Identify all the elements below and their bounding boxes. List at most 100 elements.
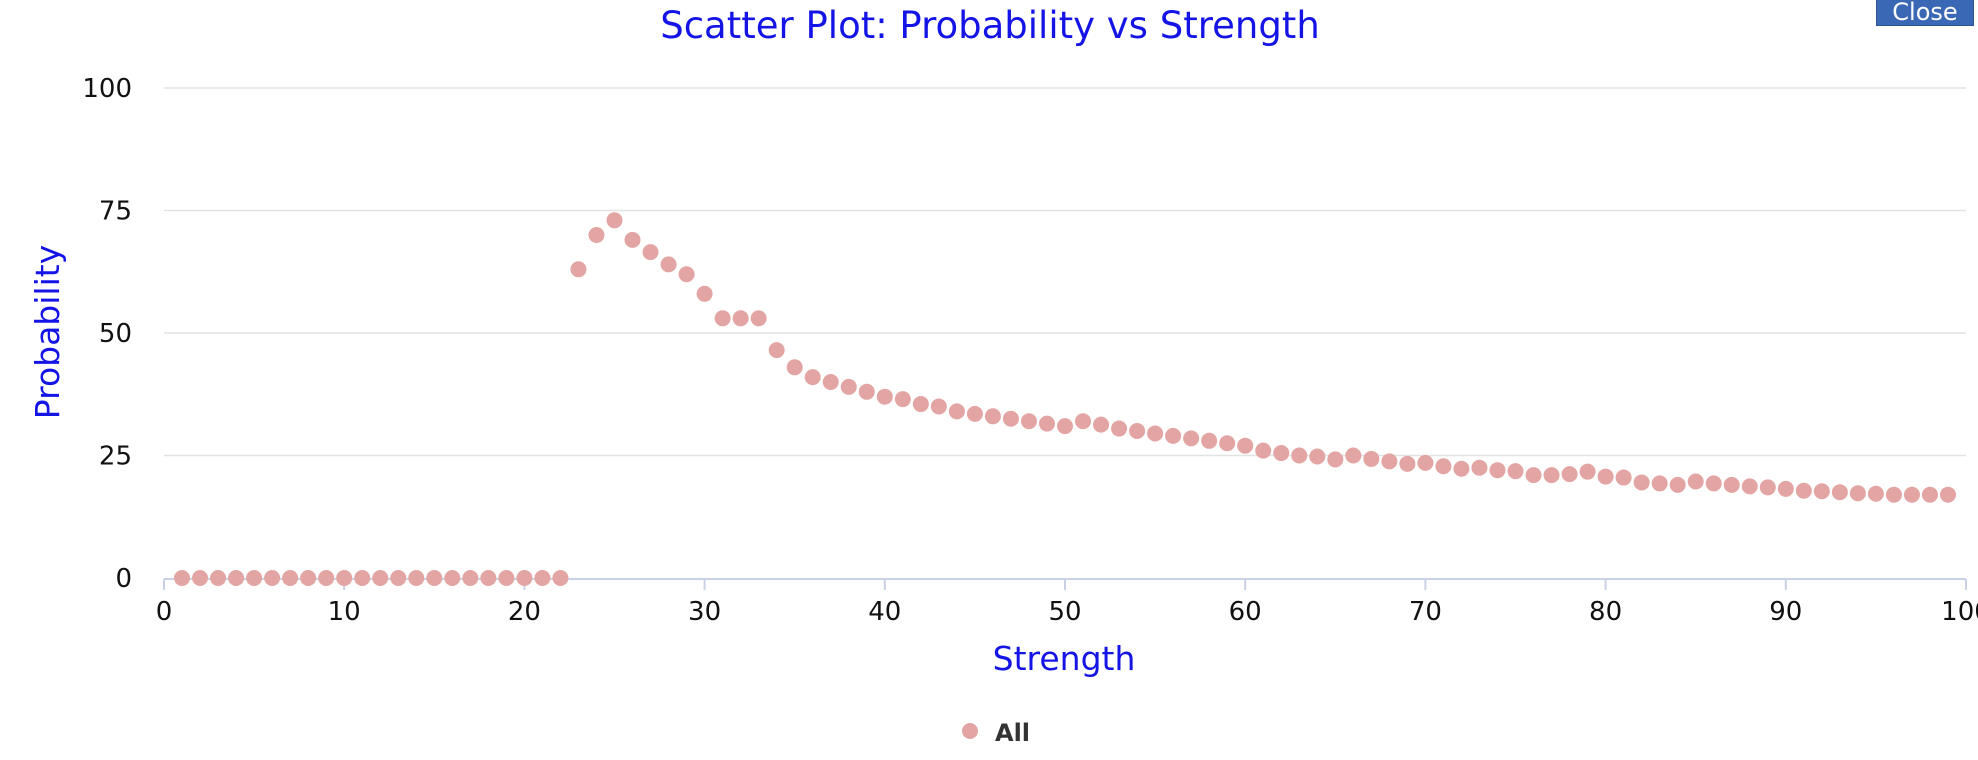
data-point <box>498 570 515 586</box>
data-point <box>1579 463 1596 480</box>
x-axis-title: Strength <box>993 639 1136 678</box>
data-point <box>1471 459 1488 476</box>
x-tick-label-60: 60 <box>1229 597 1262 627</box>
x-tick-label-80: 80 <box>1589 597 1622 627</box>
data-point <box>1327 451 1344 468</box>
data-point <box>318 570 335 586</box>
data-point <box>372 570 389 586</box>
data-point <box>984 408 1001 425</box>
data-point <box>390 570 407 586</box>
data-point <box>822 374 839 390</box>
data-point <box>1237 437 1254 454</box>
data-point <box>1417 454 1434 471</box>
data-point <box>1345 447 1362 464</box>
data-point <box>1093 416 1110 433</box>
data-point <box>1309 448 1326 465</box>
data-point <box>354 570 371 586</box>
data-point <box>210 570 227 586</box>
data-point <box>948 403 965 420</box>
x-tick-label-100: 100 <box>1941 597 1978 627</box>
data-point <box>930 398 947 415</box>
data-point <box>768 342 785 359</box>
data-point <box>282 570 299 586</box>
data-point <box>1723 476 1740 493</box>
data-point <box>1939 486 1956 503</box>
data-point <box>858 383 875 400</box>
data-point <box>1381 453 1398 470</box>
data-point <box>1038 415 1055 432</box>
data-point <box>1741 478 1758 495</box>
data-point <box>786 359 803 376</box>
legend[interactable]: All <box>962 719 1030 747</box>
data-point <box>408 570 425 586</box>
y-tick-label-100: 100 <box>82 74 132 104</box>
data-point <box>1489 462 1506 479</box>
y-axis-title: Probability <box>28 245 67 419</box>
data-point <box>1183 430 1200 447</box>
data-point <box>1705 475 1722 492</box>
data-point <box>1921 486 1938 503</box>
data-point <box>1219 435 1236 452</box>
data-point <box>750 310 767 327</box>
data-point <box>1255 442 1272 459</box>
data-point <box>462 570 479 586</box>
close-button[interactable]: Close <box>1876 0 1974 26</box>
x-tick-label-0: 0 <box>156 597 173 627</box>
y-tick-label-50: 50 <box>99 319 132 349</box>
data-point <box>1849 485 1866 502</box>
data-point <box>1687 473 1704 490</box>
x-tick-label-20: 20 <box>508 597 541 627</box>
y-tick-label-75: 75 <box>99 197 132 227</box>
data-point <box>1075 413 1092 430</box>
data-point <box>1867 485 1884 502</box>
data-point <box>480 570 497 586</box>
data-point <box>534 570 551 586</box>
data-point <box>1615 469 1632 486</box>
axes: 0 25 50 75 100 0 10 20 30 40 50 60 70 80 90 100 <box>82 74 1978 627</box>
data-point <box>1597 468 1614 485</box>
data-point <box>1147 425 1164 442</box>
data-point <box>876 388 893 405</box>
data-point <box>1759 479 1776 496</box>
data-point <box>1507 463 1524 480</box>
x-tick-label-50: 50 <box>1048 597 1081 627</box>
data-point <box>1002 410 1019 427</box>
data-point <box>336 570 353 586</box>
data-point <box>516 570 533 586</box>
data-point <box>840 378 857 395</box>
data-point <box>1831 484 1848 501</box>
x-tick-label-90: 90 <box>1769 597 1802 627</box>
data-point <box>660 256 677 273</box>
data-point <box>696 285 713 302</box>
data-point <box>678 266 695 283</box>
data-point <box>1543 467 1560 484</box>
data-point <box>1885 486 1902 503</box>
data-point <box>714 310 731 327</box>
legend-label-all: All <box>995 719 1030 747</box>
data-point <box>1129 423 1146 439</box>
x-tick-label-30: 30 <box>688 597 721 627</box>
data-point <box>912 396 929 413</box>
data-point <box>1273 445 1290 462</box>
data-point <box>1165 427 1182 444</box>
data-points <box>174 212 1956 586</box>
data-point <box>1453 460 1470 477</box>
data-point <box>1525 467 1542 484</box>
y-tick-label-0: 0 <box>115 564 132 594</box>
data-point <box>804 369 821 386</box>
data-point <box>1057 418 1073 435</box>
data-point <box>606 212 623 229</box>
data-point <box>642 244 659 261</box>
data-point <box>228 570 245 586</box>
data-point <box>1435 458 1452 475</box>
data-point <box>1777 480 1794 497</box>
data-point <box>192 570 209 586</box>
data-point <box>1633 474 1650 491</box>
data-point <box>444 570 461 586</box>
x-tick-label-70: 70 <box>1409 597 1442 627</box>
chart-title: Scatter Plot: Probability vs Strength <box>660 4 1320 47</box>
data-point <box>966 405 983 422</box>
data-point <box>246 570 263 586</box>
x-tick-label-40: 40 <box>868 597 901 627</box>
